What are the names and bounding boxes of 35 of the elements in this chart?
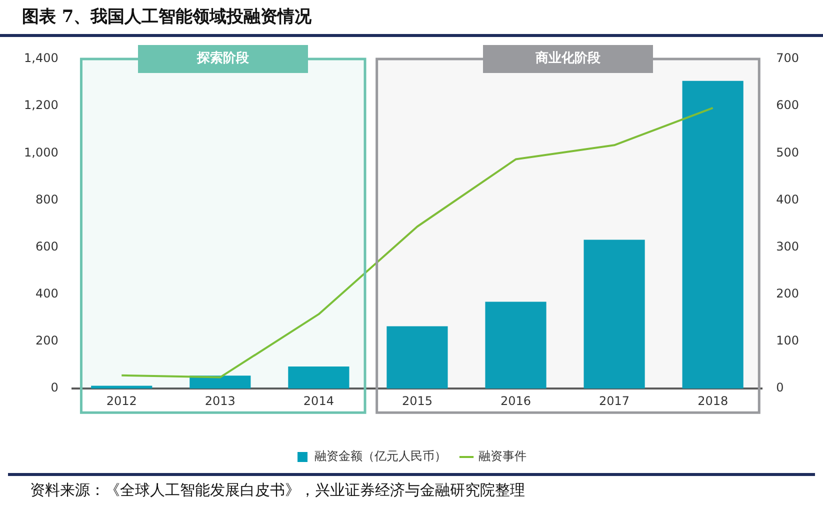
x-tick-label: 2018 xyxy=(698,394,728,408)
x-tick-label: 2017 xyxy=(599,394,630,408)
y-tick-label: 1,200 xyxy=(24,98,58,112)
x-tick-label: 2015 xyxy=(402,394,432,408)
x-tick-label: 2016 xyxy=(500,394,532,408)
y2-tick-label: 100 xyxy=(776,334,799,348)
y2-tick-label: 700 xyxy=(776,51,799,66)
y-tick-label: 800 xyxy=(35,192,58,206)
x-tick-label: 2012 xyxy=(106,394,137,408)
y2-tick-label: 200 xyxy=(776,286,799,301)
x-tick-label: 2013 xyxy=(204,394,236,408)
bar xyxy=(386,326,448,389)
bar xyxy=(584,240,645,389)
y-tick-label: 0 xyxy=(50,380,58,395)
stage-tab: 探索阶段 xyxy=(138,45,308,73)
bar xyxy=(288,366,350,389)
y2-tick-label: 300 xyxy=(776,239,799,254)
y-tick-label: 1,400 xyxy=(24,51,58,66)
y-tick-label: 400 xyxy=(35,286,58,301)
x-tick-label: 2014 xyxy=(303,394,334,408)
text: 资料来源：《全球人工智能发展白皮书》，兴业证券经济与金融研究院整理 xyxy=(30,480,526,501)
y2-tick-label: 600 xyxy=(776,98,799,112)
bar xyxy=(190,376,251,389)
y-tick-label: 1,000 xyxy=(24,145,58,160)
bar xyxy=(485,302,546,389)
y-tick-label: 600 xyxy=(35,239,58,254)
y2-tick-label: 400 xyxy=(776,192,799,206)
y2-tick-label: 500 xyxy=(776,145,799,160)
legend-label: 融资事件 xyxy=(478,449,526,464)
y-tick-label: 200 xyxy=(35,334,58,348)
stage-tab: 商业化阶段 xyxy=(482,45,653,73)
y2-tick-label: 0 xyxy=(776,380,784,395)
legend-label: 融资金额（亿元人民币） xyxy=(314,449,446,464)
chart-title: 图表 7、我国人工智能领域投融资情况 xyxy=(0,0,823,37)
bar xyxy=(682,80,744,389)
